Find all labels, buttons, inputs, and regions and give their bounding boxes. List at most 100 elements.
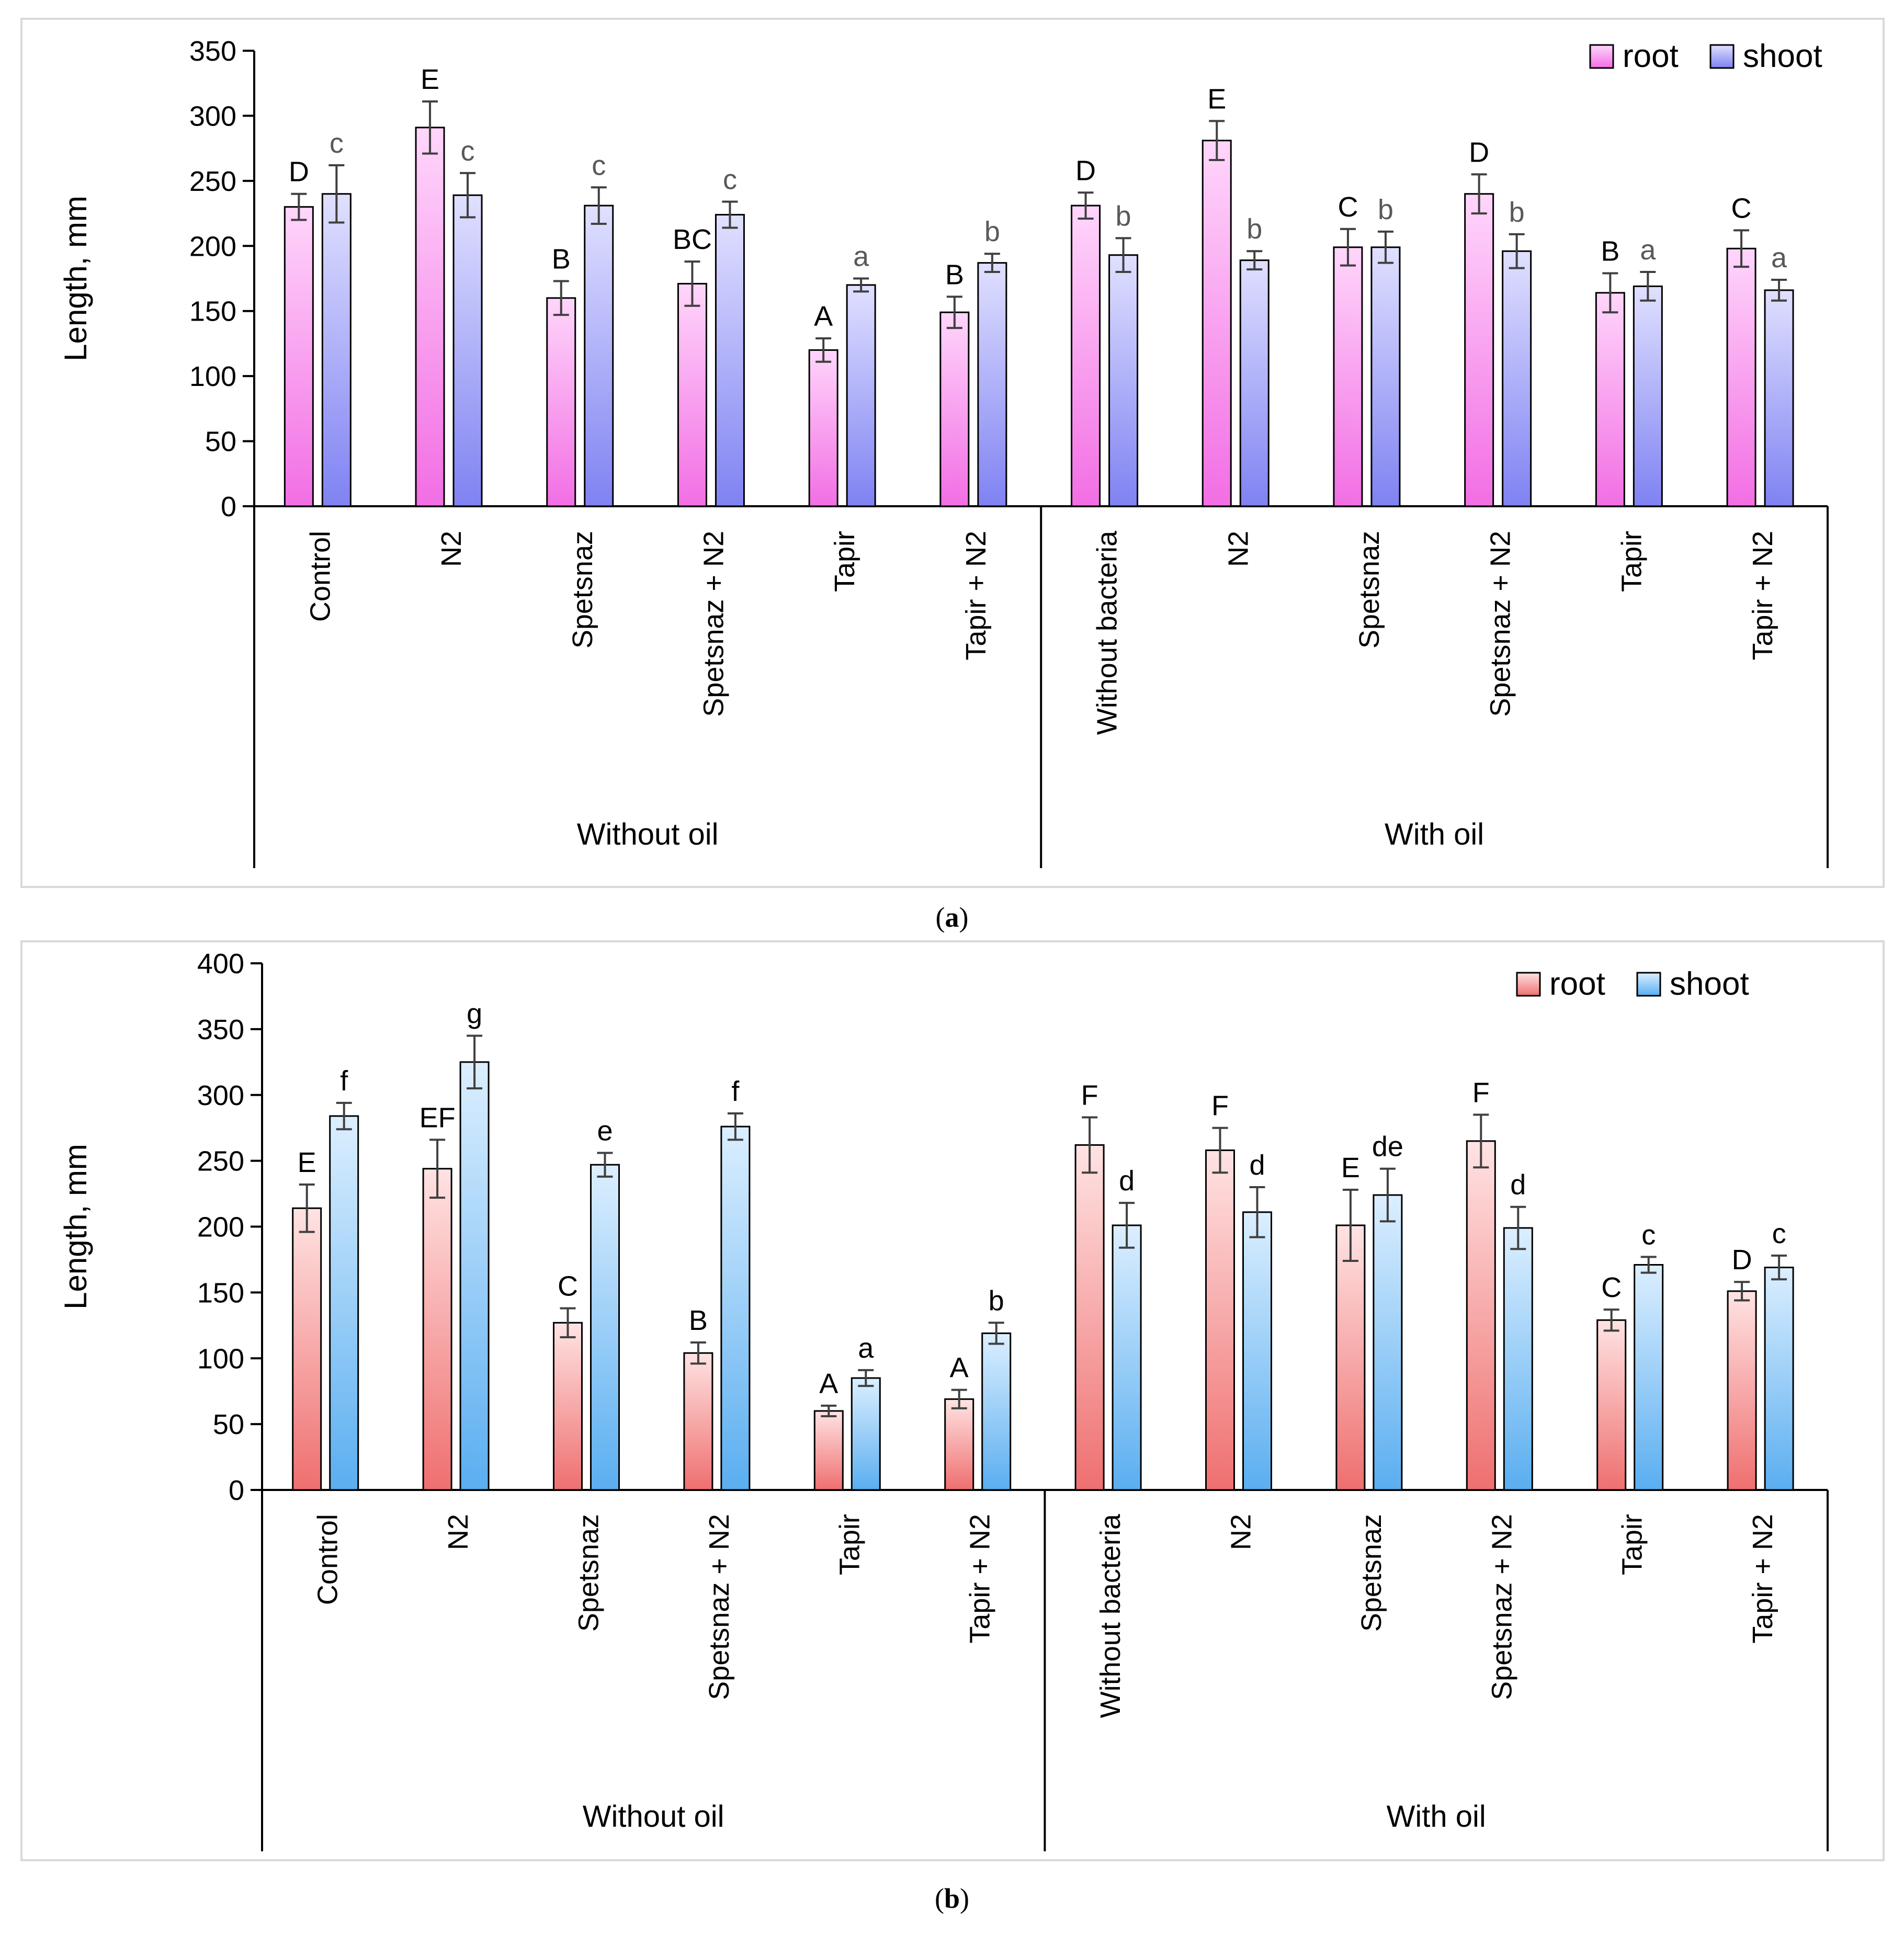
panel-a-bar-root	[1595, 292, 1625, 507]
panel-b-significance-letter-root: E	[298, 1147, 316, 1178]
panel-a-bar-shoot	[1370, 246, 1401, 507]
panel-b-category-label: Tapir + N2	[965, 1514, 996, 1644]
panel-a-bar-root	[1726, 247, 1756, 507]
panel-b-category-label: N2	[1226, 1514, 1257, 1550]
panel-b-bar-shoot	[590, 1164, 620, 1491]
panel-a-bar-shoot	[452, 194, 483, 507]
panel-b-significance-letter-root: E	[1341, 1152, 1360, 1183]
panel-a-significance-letter-root: E	[1207, 83, 1226, 115]
panel-a-bar-shoot	[715, 214, 745, 507]
panel-a-bar-shoot	[977, 262, 1007, 507]
panel-b-caption-open-paren: (	[935, 1883, 944, 1914]
panel-a-caption: (a)	[936, 902, 969, 933]
panel-a-bar-shoot	[584, 204, 614, 507]
panel-b-significance-letter-shoot: a	[858, 1333, 874, 1364]
panel-b-category-label: Control	[312, 1514, 344, 1605]
panel-b-y-tick-label: 200	[197, 1212, 244, 1243]
panel-b-bar-shoot	[851, 1377, 881, 1491]
panel-b-category-label: Without bacteria	[1095, 1513, 1126, 1718]
panel-b-bar-shoot	[981, 1332, 1012, 1491]
panel-b-bar-root	[1466, 1140, 1496, 1491]
panel-b-significance-letter-root: F	[1472, 1077, 1490, 1109]
panel-a-significance-letter-root: C	[1338, 191, 1358, 223]
panel-a-significance-letter-shoot: a	[1771, 242, 1787, 274]
panel-a-bar-shoot	[1502, 250, 1532, 507]
panel-b-significance-letter-shoot: d	[1510, 1169, 1526, 1201]
panel-b-y-tick-label: 400	[197, 948, 244, 980]
panel-b-y-tick-label: 150	[197, 1277, 244, 1308]
panel-b-category-label: Tapir	[834, 1514, 865, 1575]
panel-a-y-tick-label: 0	[221, 491, 236, 522]
panel-a-category-label: Spetsnaz	[1354, 531, 1385, 648]
panel-a-significance-letter-shoot: c	[592, 150, 606, 181]
panel-b-significance-letter-shoot: f	[340, 1065, 348, 1097]
panel-a-caption-close-paren: )	[959, 902, 969, 933]
panel-b-bar-shoot	[720, 1125, 751, 1491]
panel-b-bar-root	[1205, 1149, 1235, 1491]
panel-b-significance-letter-root: F	[1081, 1080, 1098, 1111]
panel-a-bar-root	[677, 282, 707, 507]
panel-a-category-label: Control	[304, 531, 336, 622]
panel-a-bar-shoot	[1239, 259, 1270, 507]
panel-b-category-label: Tapir + N2	[1747, 1514, 1778, 1644]
panel-a-group-label: With oil	[1385, 817, 1484, 851]
panel-b-legend-swatch-root	[1516, 972, 1541, 997]
panel-b-y-axis-label: Length, mm	[58, 1144, 93, 1310]
panel-a-significance-letter-shoot: b	[1116, 200, 1131, 232]
panel-a-bar-root	[939, 311, 970, 507]
panel-a-significance-letter-root: E	[421, 64, 439, 95]
panel-a-significance-letter-shoot: b	[1246, 213, 1262, 245]
panel-b-significance-letter-shoot: f	[731, 1076, 740, 1107]
panel-a-bar-shoot	[1633, 285, 1663, 507]
panel-b-significance-letter-root: C	[558, 1271, 578, 1302]
panel-b-significance-letter-shoot: e	[597, 1116, 613, 1147]
panel-b-bar-shoot	[1634, 1264, 1664, 1491]
panel-b-bar-shoot	[1764, 1267, 1794, 1491]
panel-a-category-label: Tapir + N2	[1747, 531, 1778, 661]
panel-a-significance-letter-shoot: b	[984, 216, 1000, 247]
panel-b-significance-letter-shoot: b	[989, 1285, 1004, 1316]
panel-a-significance-letter-root: C	[1731, 192, 1752, 224]
panel-b-y-tick-label: 300	[197, 1080, 244, 1111]
panel-b-bar-root	[944, 1398, 974, 1491]
panel-b-significance-letter-root: C	[1601, 1272, 1622, 1303]
panel-a-category-label: N2	[436, 531, 467, 567]
panel-b-significance-letter-shoot: d	[1249, 1149, 1265, 1181]
panel-b-bar-root	[553, 1322, 583, 1491]
panel-b-significance-letter-root: EF	[420, 1102, 456, 1133]
panel-a-significance-letter-root: D	[1469, 136, 1489, 168]
panel-a-y-axis-label: Length, mm	[58, 196, 93, 361]
panel-a-caption-open-paren: (	[936, 902, 945, 933]
panel-a-significance-letter-shoot: b	[1378, 194, 1393, 225]
panel-a-bar-shoot	[1108, 254, 1139, 507]
panel-a-legend-swatch-root	[1589, 44, 1614, 69]
panel-a-y-tick-label: 350	[189, 36, 236, 67]
panel-b-caption-close-paren: )	[960, 1883, 969, 1914]
panel-a-significance-letter-shoot: c	[330, 128, 344, 159]
panel-b-significance-letter-root: A	[950, 1352, 969, 1384]
panel-b-y-tick-label: 50	[213, 1409, 244, 1440]
panel-b-significance-letter-shoot: c	[1641, 1219, 1656, 1250]
panel-a-category-label: Spetsnaz + N2	[1485, 531, 1516, 717]
panel-b-bar-root	[292, 1207, 322, 1491]
panel-b-significance-letter-root: A	[819, 1368, 838, 1399]
panel-a-y-tick-label: 100	[189, 361, 236, 392]
panel-a-bar-shoot	[321, 193, 352, 507]
panel-b-y-tick-label: 0	[229, 1475, 244, 1506]
panel-a-y-tick-label: 50	[205, 426, 236, 458]
panel-b-bar-shoot	[1373, 1194, 1403, 1491]
panel-a-category-label: Spetsnaz	[567, 531, 598, 648]
panel-a-significance-letter-shoot: a	[853, 241, 869, 272]
panel-a-y-tick-label: 150	[189, 296, 236, 327]
panel-b-significance-letter-root: F	[1211, 1090, 1229, 1122]
panel-b-significance-letter-shoot: d	[1119, 1165, 1135, 1197]
panel-b-y-tick-label: 100	[197, 1343, 244, 1374]
panel-b-bar-shoot	[329, 1115, 359, 1491]
panel-b-y-tick-label: 250	[197, 1146, 244, 1177]
panel-a-legend-label-shoot: shoot	[1743, 38, 1822, 74]
panel-a-y-tick-label: 250	[189, 166, 236, 197]
panel-a-bar-shoot	[1764, 289, 1794, 507]
panel-b-significance-letter-shoot: de	[1372, 1131, 1403, 1163]
panel-a-significance-letter-root: D	[289, 156, 309, 188]
panel-b-bar-root	[1335, 1224, 1366, 1491]
